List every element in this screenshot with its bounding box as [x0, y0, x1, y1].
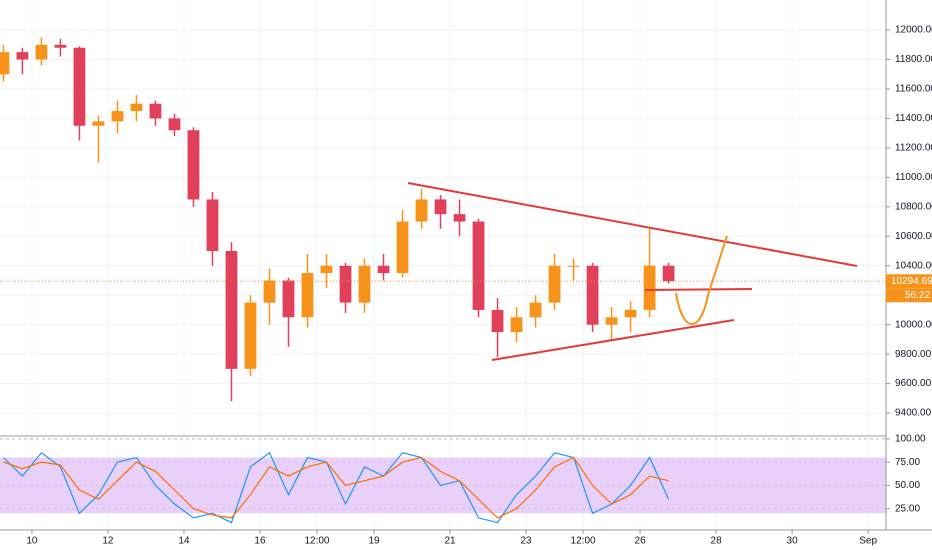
- candle-body: [168, 118, 181, 131]
- x-tick-label: 21: [444, 536, 456, 547]
- y-tick-label: 9800.00: [895, 349, 932, 360]
- candle-body: [92, 121, 105, 126]
- y-tick-label: 75.00: [895, 457, 920, 468]
- candle-body: [586, 265, 599, 325]
- y-tick-label: 11600.00: [895, 84, 932, 95]
- candle-body: [130, 103, 143, 112]
- candle-body: [472, 221, 485, 310]
- x-tick-label: 19: [368, 536, 380, 547]
- y-tick-label: 11400.00: [895, 113, 932, 124]
- candle-body: [206, 199, 219, 252]
- candle-body: [339, 265, 352, 303]
- y-tick-label: 25.00: [895, 503, 920, 514]
- candle-body: [662, 265, 675, 282]
- x-tick-label: 28: [711, 536, 723, 547]
- candle-body: [415, 199, 428, 222]
- candle-body: [624, 309, 637, 318]
- oscillator-line: [3, 456, 669, 519]
- candle-body: [567, 265, 580, 267]
- y-tick-label: 10400.00: [895, 260, 932, 271]
- candle-body: [510, 317, 523, 333]
- candle-body: [605, 317, 618, 325]
- y-tick-label: 11000.00: [895, 172, 932, 183]
- x-tick-label: 30: [787, 536, 799, 547]
- candle-body: [396, 221, 409, 274]
- y-tick-label: 9600.00: [895, 378, 932, 389]
- candle-body: [282, 280, 295, 318]
- candle-body: [320, 265, 333, 274]
- y-tick-label: 10000.00: [895, 319, 932, 330]
- axes: 10 12 14 16 12:00 19 21 23 12:00 26 28 30 Sep 9400.00…: [26, 25, 932, 547]
- x-tick-label: 12:00: [571, 536, 596, 547]
- candle-body: [263, 280, 276, 303]
- projection-curve: [675, 235, 728, 325]
- y-tick-label: 100.00: [895, 434, 926, 445]
- candle-body: [244, 302, 257, 369]
- countdown-box: [886, 288, 932, 303]
- x-tick-label: 16: [254, 536, 266, 547]
- candle-body: [149, 103, 162, 119]
- candle-body: [16, 52, 29, 60]
- candle-body: [434, 199, 447, 215]
- candle-body: [377, 265, 390, 274]
- y-tick-label: 12000.00: [895, 25, 932, 36]
- x-tick-label: 12:00: [304, 536, 329, 547]
- last-price-label: 10294.69: [891, 276, 932, 287]
- candle-body: [35, 44, 48, 60]
- candle-body: [225, 251, 238, 369]
- x-tick-label: 26: [635, 536, 647, 547]
- candle-body: [301, 273, 314, 318]
- candle-body: [453, 214, 466, 222]
- y-tick-label: 10800.00: [895, 201, 932, 212]
- y-tick-label: 10600.00: [895, 231, 932, 242]
- candle-body: [529, 302, 542, 318]
- oscillator-line: [2, 451, 670, 524]
- candle-body: [187, 130, 200, 200]
- last-price-box: [886, 274, 932, 289]
- x-tick-label: Sep: [859, 536, 877, 547]
- y-tick-label: 9400.00: [895, 408, 932, 419]
- trend-line: [407, 182, 858, 267]
- trend-line: [644, 288, 753, 291]
- candle-body: [0, 52, 10, 75]
- x-tick-label: 10: [26, 536, 38, 547]
- candle-body: [491, 309, 504, 333]
- candle-body: [358, 265, 371, 303]
- trend-line: [491, 319, 735, 361]
- x-tick-label: 12: [102, 536, 114, 547]
- countdown-label: 56:22: [905, 290, 930, 301]
- candle-body: [54, 44, 67, 48]
- plot: [0, 37, 886, 524]
- x-tick-label: 14: [178, 536, 190, 547]
- candle-body: [73, 47, 86, 126]
- y-tick-label: 11200.00: [895, 143, 932, 154]
- y-tick-label: 50.00: [895, 480, 920, 491]
- candle-body: [643, 265, 656, 310]
- candle-body: [111, 111, 124, 122]
- candle-body: [548, 265, 561, 303]
- x-tick-label: 23: [520, 536, 532, 547]
- y-tick-label: 11800.00: [895, 54, 932, 65]
